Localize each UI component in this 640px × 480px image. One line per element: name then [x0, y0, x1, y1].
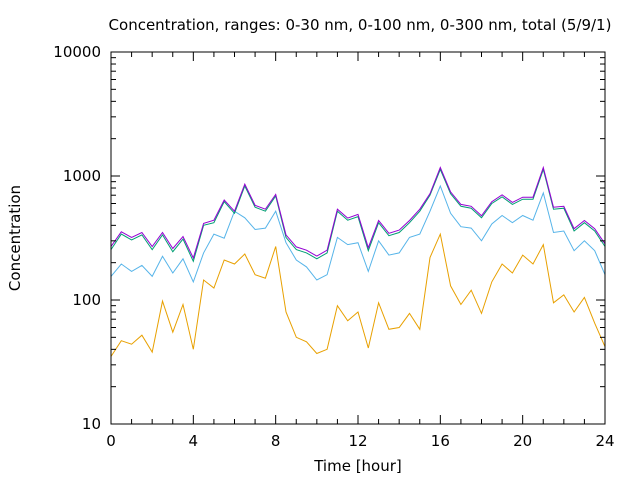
y-tick-label: 10	[82, 415, 101, 433]
series-line-3	[110, 167, 606, 263]
x-tick-label: 0	[106, 432, 116, 450]
x-axis-label: Time [hour]	[313, 457, 402, 475]
x-tick-label: 24	[595, 432, 614, 450]
x-tick-label: 4	[189, 432, 199, 450]
series-line-1	[110, 232, 606, 357]
plot-frame	[110, 51, 606, 425]
series-line-4	[110, 165, 606, 260]
axis-ticks: 10 100 1000 10000 0 4 8 12 16 20 24	[53, 43, 614, 450]
x-tick-label: 16	[431, 432, 450, 450]
x-tick-label: 12	[348, 432, 367, 450]
y-tick-label: 1000	[63, 167, 101, 185]
y-tick-label: 10000	[53, 43, 101, 61]
x-tick-label: 8	[271, 432, 281, 450]
x-tick-label: 20	[513, 432, 532, 450]
y-axis-label: Concentration	[6, 185, 24, 291]
chart-title: Concentration, ranges: 0-30 nm, 0-100 nm…	[109, 16, 612, 34]
plot-area	[110, 165, 606, 357]
series-line-2	[110, 184, 606, 284]
y-tick-label: 100	[72, 291, 101, 309]
